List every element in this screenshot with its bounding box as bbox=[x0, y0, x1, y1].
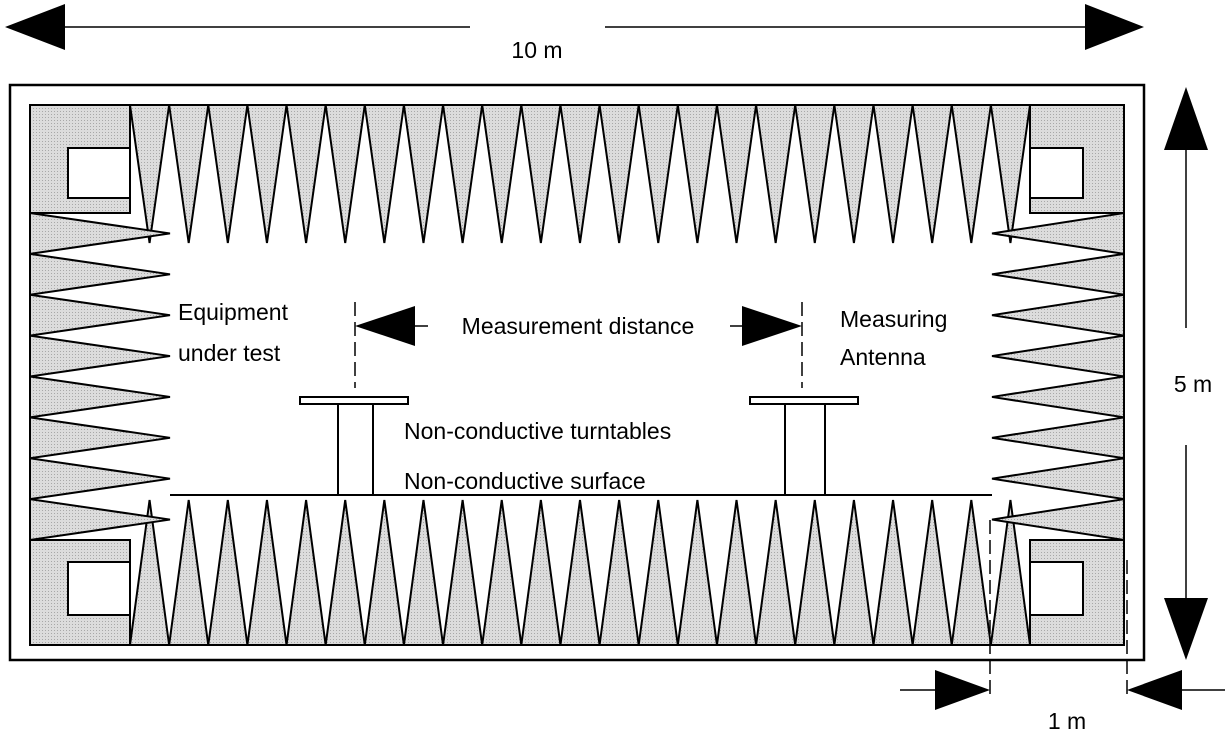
top-absorber-wedge bbox=[754, 104, 797, 244]
bottom-absorber-wedge bbox=[285, 499, 327, 646]
top-absorber-wedge bbox=[715, 104, 758, 244]
top-absorber-wedge bbox=[598, 104, 640, 244]
arrow-up-icon bbox=[1164, 87, 1208, 150]
turntables-label: Non-conductive turntables bbox=[404, 418, 671, 444]
left-absorber-wedge bbox=[29, 293, 171, 337]
top-absorber-wedge bbox=[520, 104, 562, 244]
bottom-absorber-wedge bbox=[128, 499, 171, 646]
right-absorber-wedge bbox=[991, 252, 1125, 296]
top-absorber-wedge bbox=[285, 104, 327, 244]
absorber-material bbox=[29, 104, 1125, 646]
bottom-absorber-wedge bbox=[911, 499, 953, 646]
eut-label-line2: under test bbox=[178, 340, 281, 366]
top-absorber-wedge bbox=[324, 104, 366, 244]
eut-turntable bbox=[299, 396, 409, 495]
left-absorber-wedge bbox=[29, 497, 171, 542]
left-absorber-wedge bbox=[29, 334, 171, 378]
left-absorber-wedge bbox=[29, 457, 171, 501]
bottom-absorber-wedge bbox=[559, 499, 601, 646]
measurement-distance-label: Measurement distance bbox=[462, 313, 695, 339]
right-absorber-wedge bbox=[991, 211, 1125, 256]
height-dimension bbox=[1164, 87, 1208, 660]
top-absorber-wedge bbox=[833, 104, 875, 244]
top-absorber-wedge bbox=[950, 104, 993, 244]
bottom-absorber-wedge bbox=[872, 499, 914, 646]
top-absorber-wedge bbox=[911, 104, 953, 244]
bottom-absorber-wedge bbox=[950, 499, 993, 646]
bottom-absorber-wedge bbox=[676, 499, 719, 646]
height-dimension-label: 5 m bbox=[1174, 371, 1212, 397]
top-absorber-wedge bbox=[794, 104, 836, 244]
arrow-down-icon bbox=[1164, 598, 1208, 660]
width-dimension bbox=[5, 4, 1144, 50]
bottom-absorber-wedge bbox=[167, 499, 210, 646]
antenna-label-line2: Antenna bbox=[840, 344, 926, 370]
bottom-absorber-wedge bbox=[833, 499, 875, 646]
surface-label: Non-conductive surface bbox=[404, 468, 646, 494]
antenna-turntable bbox=[749, 396, 859, 495]
top-absorber-wedge bbox=[167, 104, 210, 244]
top-absorber-wedge bbox=[441, 104, 484, 244]
top-absorber-wedge bbox=[676, 104, 719, 244]
arrow-right-icon bbox=[1085, 4, 1144, 50]
top-absorber-wedge bbox=[128, 104, 171, 244]
corner-notch-top-left bbox=[67, 147, 131, 199]
bottom-absorber-wedge bbox=[324, 499, 366, 646]
right-absorber-wedge bbox=[991, 497, 1125, 542]
top-absorber-wedge bbox=[246, 104, 288, 244]
measurement-distance-dimension bbox=[354, 302, 803, 388]
bottom-absorber-wedge bbox=[637, 499, 679, 646]
top-absorber-wedge bbox=[402, 104, 445, 244]
bottom-absorber-wedge bbox=[715, 499, 758, 646]
top-absorber-wedge bbox=[637, 104, 679, 244]
right-absorber-wedge bbox=[991, 457, 1125, 501]
right-absorber-wedge bbox=[991, 375, 1125, 419]
bottom-absorber-wedge bbox=[207, 499, 249, 646]
top-absorber-wedge bbox=[989, 104, 1032, 244]
bottom-absorber-wedge bbox=[754, 499, 797, 646]
bottom-absorber-wedge bbox=[246, 499, 288, 646]
absorber-depth-label: 1 m bbox=[1048, 708, 1086, 734]
left-absorber-wedge bbox=[29, 375, 171, 419]
top-absorber-wedge bbox=[481, 104, 523, 244]
bottom-absorber-wedge bbox=[481, 499, 523, 646]
bottom-absorber-wedge bbox=[402, 499, 445, 646]
chamber-outer-wall bbox=[8, 83, 1146, 662]
top-absorber-wedge bbox=[872, 104, 914, 244]
right-absorber-wedge bbox=[991, 293, 1125, 337]
corner-notch-top-right bbox=[1029, 147, 1084, 199]
arrow-right-icon bbox=[742, 306, 802, 346]
eut-label-line1: Equipment bbox=[178, 299, 289, 325]
top-absorber-wedge bbox=[363, 104, 406, 244]
absorber-depth-dimension bbox=[900, 520, 1225, 710]
top-absorber-wedge bbox=[207, 104, 249, 244]
right-absorber-wedge bbox=[991, 334, 1125, 378]
corner-notch-bottom-right bbox=[1029, 561, 1084, 616]
left-absorber-wedge bbox=[29, 252, 171, 296]
arrow-left-icon bbox=[5, 4, 65, 50]
left-absorber-wedge bbox=[29, 211, 171, 256]
bottom-absorber-wedge bbox=[989, 499, 1032, 646]
bottom-absorber-wedge bbox=[598, 499, 640, 646]
right-absorber-wedge bbox=[991, 416, 1125, 460]
antenna-label-line1: Measuring bbox=[840, 306, 947, 332]
arrow-left-icon bbox=[355, 306, 415, 346]
left-absorber-wedge bbox=[29, 416, 171, 460]
width-dimension-label: 10 m bbox=[511, 37, 562, 63]
top-absorber-wedge bbox=[559, 104, 601, 244]
arrow-right-icon bbox=[935, 670, 990, 710]
absorber-wedges bbox=[29, 104, 1125, 646]
arrow-left-icon bbox=[1127, 670, 1182, 710]
bottom-absorber-wedge bbox=[794, 499, 836, 646]
bottom-absorber-wedge bbox=[441, 499, 484, 646]
bottom-absorber-wedge bbox=[520, 499, 562, 646]
bottom-absorber-wedge bbox=[363, 499, 406, 646]
corner-notch-bottom-left bbox=[67, 561, 131, 616]
